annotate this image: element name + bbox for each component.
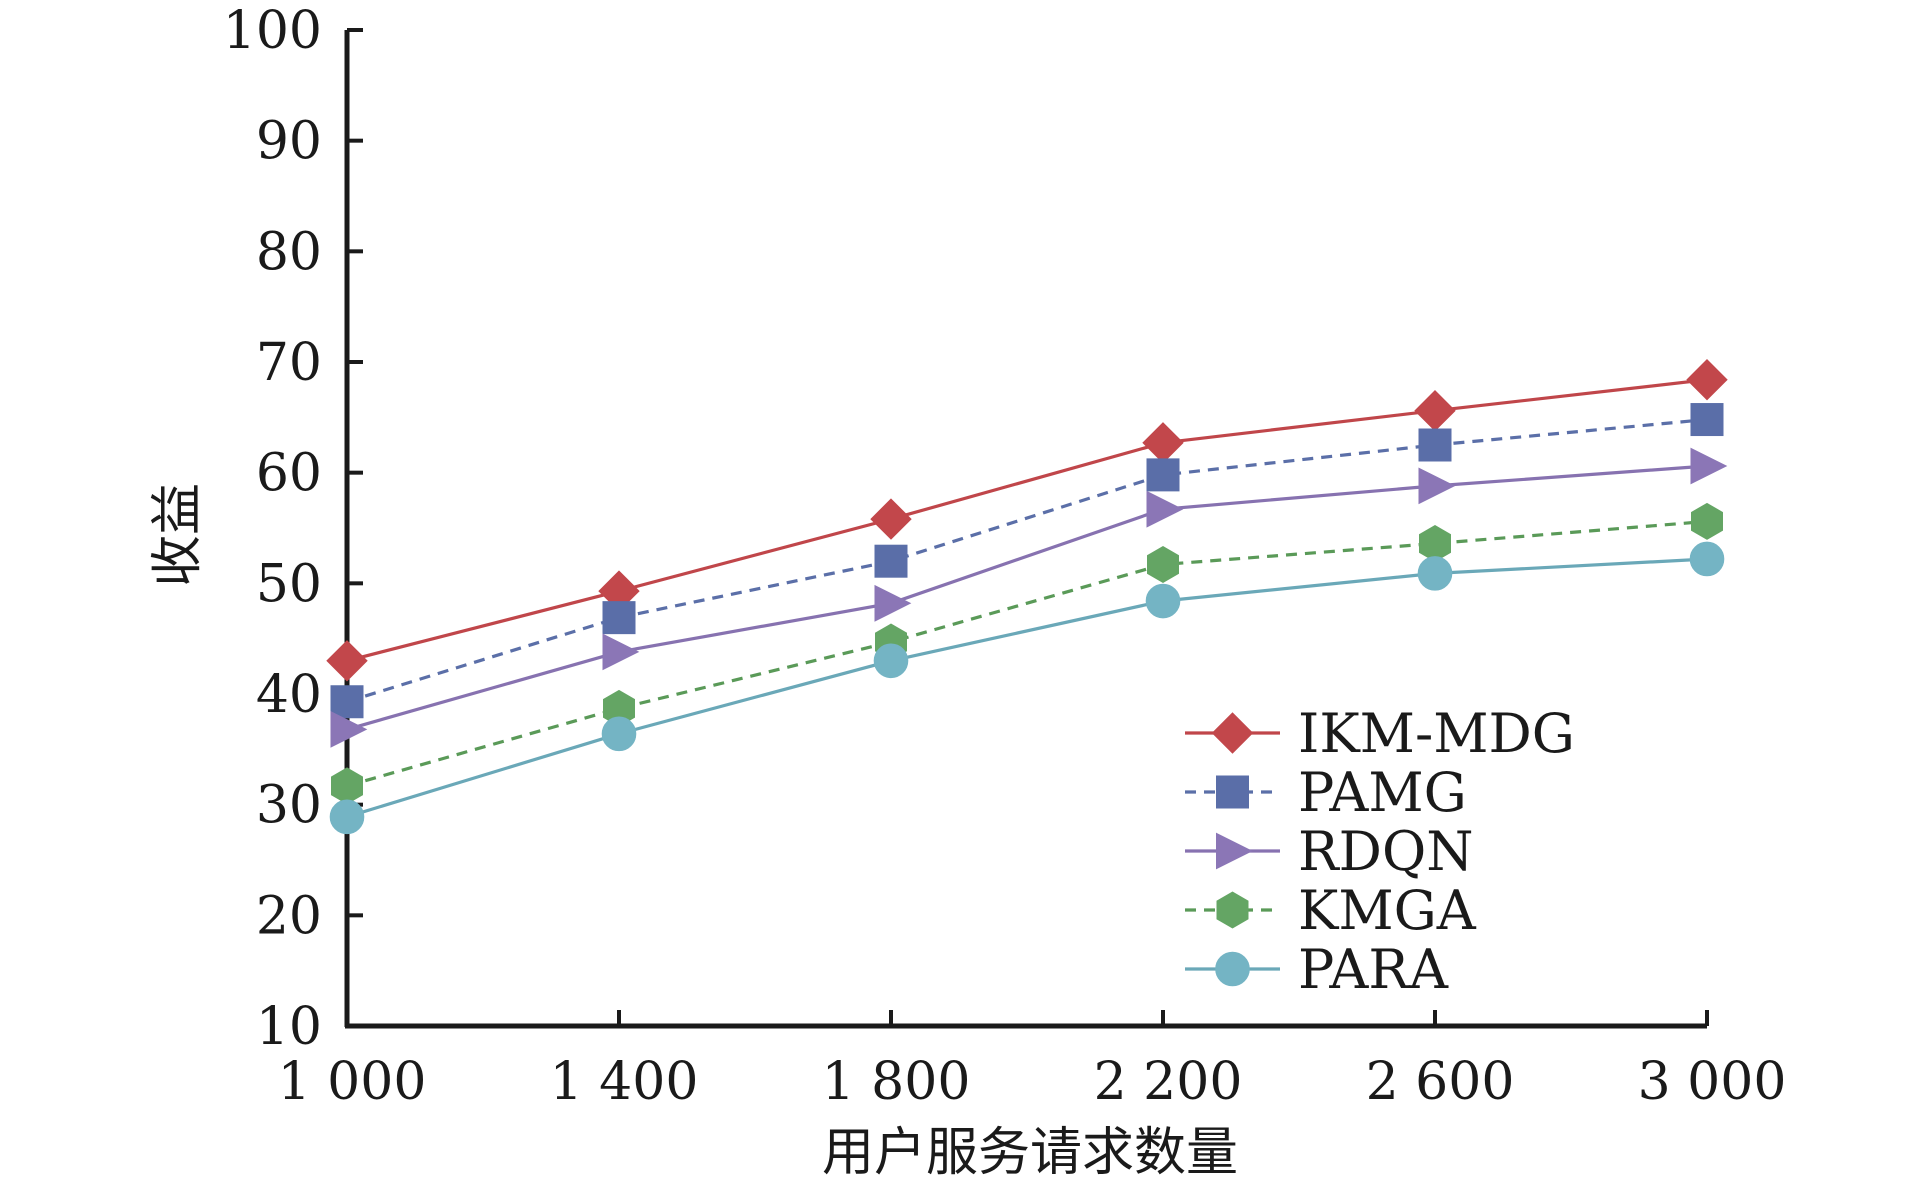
- data-point: [329, 799, 365, 835]
- legend-item-rdqn: RDQN: [1185, 820, 1473, 883]
- x-tick-label: 1 400: [550, 1052, 699, 1112]
- y-tick-label: 60: [256, 444, 322, 504]
- data-point: [330, 685, 364, 719]
- data-point: [1414, 389, 1456, 432]
- y-tick-label: 20: [256, 886, 322, 946]
- x-ticks: 1 000 1 400 1 800 2 200 2 600 3 000: [278, 1010, 1787, 1112]
- legend-item-kmga: KMGA: [1185, 879, 1477, 942]
- y-ticks: 10 20 30 40 50 60 70 80 90 100: [223, 1, 363, 1057]
- series-line-rdqn: [346, 464, 1708, 731]
- data-point: [1146, 490, 1184, 528]
- x-tick-label: 2 200: [1094, 1052, 1243, 1112]
- x-tick-label: 1 800: [822, 1052, 971, 1112]
- data-point: [874, 544, 908, 578]
- legend-marker: [1216, 832, 1253, 870]
- data-point: [1690, 447, 1728, 485]
- x-axis-title: 用户服务请求数量: [822, 1123, 1238, 1181]
- series-layer: [326, 358, 1728, 835]
- data-point: [873, 643, 909, 679]
- legend-label: PARA: [1298, 938, 1449, 1001]
- x-tick-label: 2 600: [1366, 1052, 1515, 1112]
- y-tick-label: 30: [256, 776, 322, 836]
- legend-label: KMGA: [1298, 879, 1477, 942]
- legend-marker: [1216, 891, 1249, 929]
- data-point: [602, 601, 636, 635]
- x-tick-label: 3 000: [1638, 1052, 1787, 1112]
- series-rdqn: [330, 447, 1728, 748]
- y-tick-label: 50: [256, 554, 322, 614]
- data-point: [1146, 458, 1180, 492]
- data-point: [326, 640, 368, 682]
- axes: [344, 30, 1707, 1029]
- legend-item-pamg: PAMG: [1185, 761, 1467, 824]
- data-point: [330, 710, 368, 748]
- series-line-ikm-mdg: [346, 378, 1708, 663]
- data-point: [602, 633, 640, 671]
- series-pamg: [330, 403, 1724, 719]
- legend-marker: [1216, 775, 1249, 809]
- series-line-kmga: [346, 519, 1708, 788]
- data-point: [1417, 556, 1453, 591]
- data-point: [1145, 583, 1181, 619]
- legend-label: RDQN: [1298, 820, 1473, 883]
- y-tick-label: 100: [223, 1, 322, 61]
- data-point: [1419, 525, 1451, 562]
- legend-marker: [1215, 951, 1250, 987]
- y-tick-label: 40: [256, 665, 322, 725]
- data-point: [1691, 502, 1723, 540]
- data-point: [1418, 428, 1452, 462]
- y-tick-label: 80: [256, 222, 322, 282]
- legend-marker: [1211, 712, 1254, 754]
- data-point: [1142, 422, 1184, 464]
- data-point: [331, 767, 363, 805]
- series-line-pamg: [346, 417, 1708, 704]
- series-ikm-mdg: [326, 358, 1728, 682]
- y-axis-title: 收益: [148, 483, 208, 587]
- y-tick-label: 90: [256, 112, 322, 172]
- data-point: [601, 716, 637, 752]
- data-point: [1147, 546, 1179, 583]
- data-point: [1690, 403, 1724, 437]
- legend-label: PAMG: [1298, 761, 1467, 824]
- legend-label: IKM-MDG: [1298, 702, 1575, 765]
- data-point: [1418, 467, 1456, 505]
- legend-item-para: PARA: [1185, 938, 1449, 1001]
- data-point: [1686, 358, 1728, 401]
- x-tick-label: 1 000: [278, 1052, 427, 1112]
- series-para: [329, 541, 1725, 835]
- series-line-para: [346, 557, 1708, 819]
- data-point: [870, 498, 912, 540]
- y-tick-label: 10: [256, 997, 322, 1057]
- legend-item-ikm-mdg: IKM-MDG: [1185, 702, 1575, 765]
- y-tick-label: 70: [256, 333, 322, 393]
- data-point: [874, 584, 912, 622]
- data-point: [1689, 541, 1725, 577]
